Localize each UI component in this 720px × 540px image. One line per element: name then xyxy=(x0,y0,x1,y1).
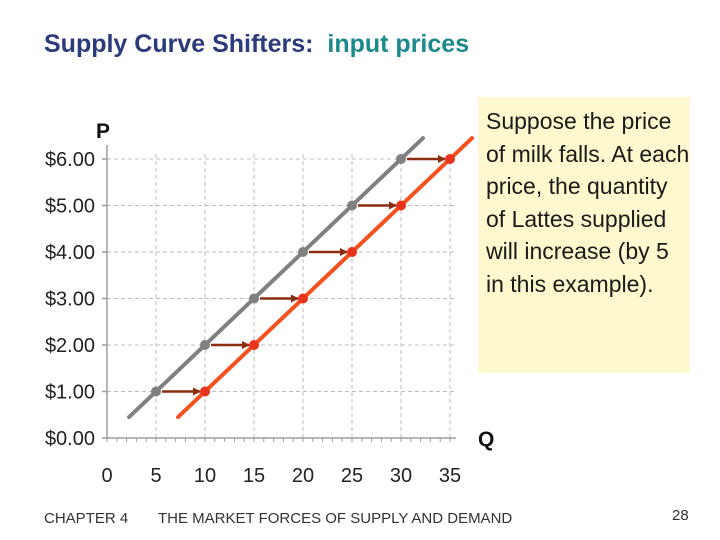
grid xyxy=(107,153,456,438)
old-supply-point xyxy=(151,386,161,397)
x-tick-label: 20 xyxy=(292,465,314,487)
tick-labels: $0.00 $1.00 $2.00 $3.00 $4.00 $5.00 $6.00 0 5 10 1… xyxy=(45,120,494,487)
title-main: Supply Curve Shifters: xyxy=(44,30,314,58)
axes xyxy=(102,145,456,442)
y-tick-label: $4.00 xyxy=(45,242,95,264)
x-tick-label: 30 xyxy=(390,465,412,487)
y-tick-label: $2.00 xyxy=(45,335,95,357)
title-topic: input prices xyxy=(327,30,470,58)
y-axis-label: P xyxy=(96,120,110,143)
x-tick-label: 15 xyxy=(243,465,265,487)
old-supply-point xyxy=(249,293,259,304)
new-supply-point xyxy=(347,247,357,257)
x-axis-label: Q xyxy=(478,428,494,451)
data-points xyxy=(151,154,455,397)
x-tick-label: 10 xyxy=(194,465,216,487)
new-supply-line xyxy=(176,136,475,420)
x-tick-label: 5 xyxy=(150,465,161,487)
new-supply-point xyxy=(298,293,308,304)
new-supply-point xyxy=(200,386,210,397)
footer-subject: THE MARKET FORCES OF SUPPLY AND DEMAND xyxy=(158,510,513,527)
shift-arrows xyxy=(162,155,446,396)
new-supply-point xyxy=(396,200,406,211)
slide-title: Supply Curve Shifters: input prices xyxy=(44,30,469,59)
footer-chapter: CHAPTER 4 xyxy=(44,510,129,527)
page-number: 28 xyxy=(672,507,689,524)
y-tick-label: $5.00 xyxy=(45,196,95,218)
old-supply-point xyxy=(396,154,406,164)
old-supply-point xyxy=(347,200,357,211)
new-supply-point xyxy=(445,154,455,164)
explanation-note: Suppose the price of milk falls. At each… xyxy=(478,97,690,373)
x-tick-label: 0 xyxy=(101,465,112,487)
x-tick-label: 35 xyxy=(439,465,461,487)
old-supply-line xyxy=(127,136,426,420)
old-supply-point xyxy=(298,247,308,257)
series xyxy=(127,136,475,420)
old-supply-point xyxy=(200,340,210,350)
new-supply-point xyxy=(249,340,259,350)
y-tick-label: $1.00 xyxy=(45,382,95,404)
x-tick-label: 25 xyxy=(341,465,363,487)
y-tick-label: $0.00 xyxy=(45,428,95,450)
y-tick-label: $3.00 xyxy=(45,289,95,311)
y-tick-label: $6.00 xyxy=(45,149,95,171)
